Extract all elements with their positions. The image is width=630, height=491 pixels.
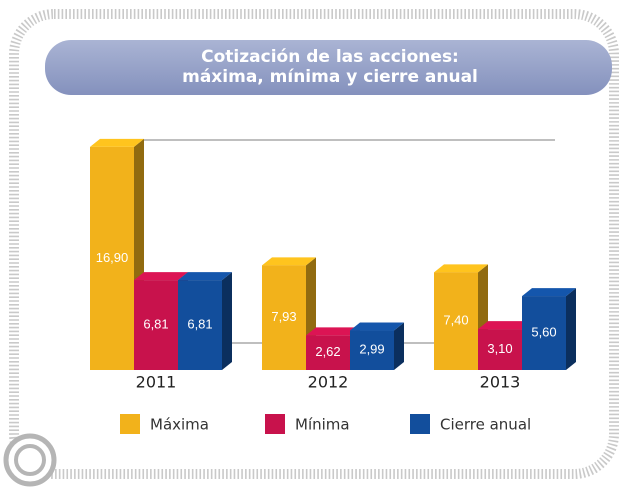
- legend-label: Máxima: [150, 416, 209, 434]
- value-label: 6,81: [187, 316, 212, 331]
- value-label: 6,81: [143, 316, 168, 331]
- legend-label: Cierre anual: [440, 416, 531, 434]
- x-tick-label: 2012: [308, 373, 349, 392]
- value-label: 3,10: [487, 341, 512, 356]
- chart-title: máxima, mínima y cierre anual: [182, 67, 478, 87]
- legend-swatch: [410, 414, 430, 434]
- value-label: 5,60: [531, 324, 556, 339]
- value-label: 7,40: [443, 313, 468, 328]
- legend-swatch: [120, 414, 140, 434]
- x-tick-label: 2013: [480, 373, 521, 392]
- value-label: 2,99: [359, 342, 384, 357]
- bar-side: [222, 272, 232, 370]
- bar-side: [394, 323, 404, 370]
- value-label: 16,90: [96, 250, 129, 265]
- chart: Cotización de las acciones: máxima, míni…: [0, 0, 630, 491]
- corner-ring: [16, 446, 44, 474]
- x-tick-label: 2011: [136, 373, 177, 392]
- legend-swatch: [265, 414, 285, 434]
- value-label: 2,62: [315, 344, 340, 359]
- value-label: 7,93: [271, 309, 296, 324]
- chart-title: Cotización de las acciones:: [201, 47, 459, 67]
- bar-side: [566, 288, 576, 370]
- legend-label: Mínima: [295, 416, 350, 434]
